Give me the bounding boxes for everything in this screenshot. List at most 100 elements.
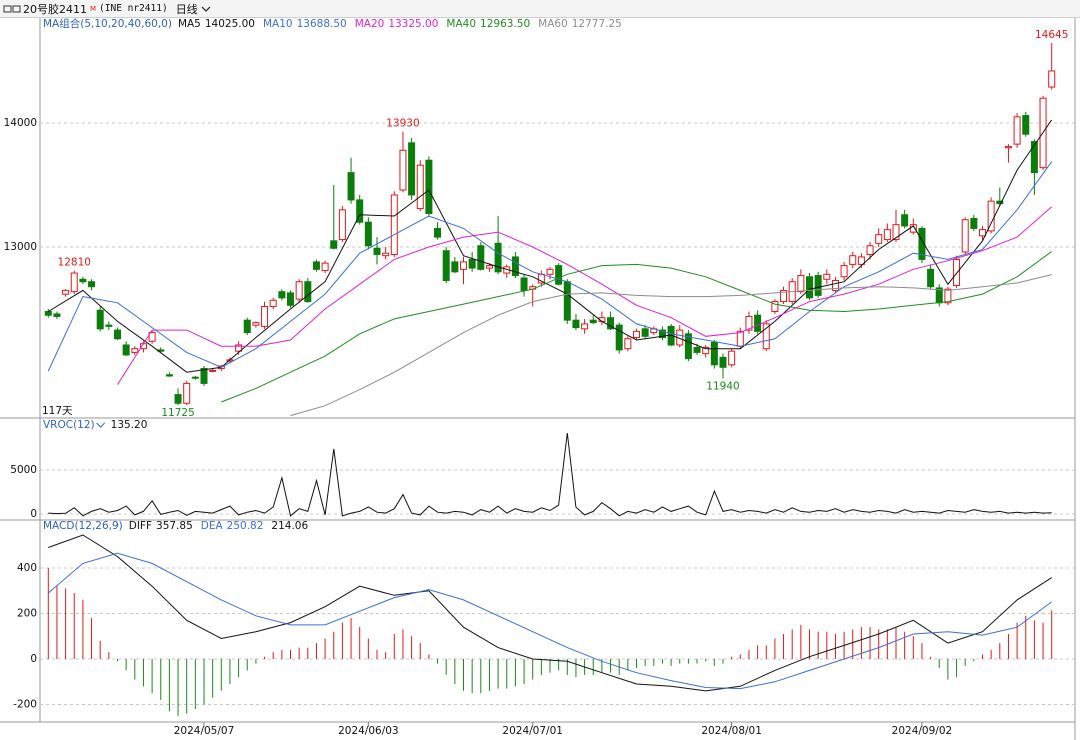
candle-body — [806, 276, 813, 299]
legend-value: 135.20 — [111, 419, 148, 431]
vroc-line — [48, 432, 1052, 517]
legend-name: DEA — [201, 520, 224, 532]
candle-body — [641, 328, 649, 337]
candle-body — [494, 242, 502, 273]
legend-name: MA10 — [263, 18, 293, 30]
contract-title: 20号胶2411 — [23, 2, 87, 16]
candle-body — [589, 319, 597, 324]
candle-body — [1022, 115, 1030, 135]
candle-body — [875, 234, 883, 244]
candle-body — [373, 247, 381, 255]
y-tick-label: -200 — [13, 699, 37, 711]
candle-body — [451, 261, 459, 273]
candle-body — [304, 281, 312, 303]
legend-value: 13325.00 — [388, 18, 438, 30]
y-tick-label: 13000 — [4, 241, 37, 253]
candle-body — [520, 277, 528, 291]
candle-body — [183, 382, 191, 404]
candle-body — [278, 291, 286, 299]
candle-body — [658, 329, 666, 339]
candle-body — [191, 376, 199, 379]
x-tick-label: 2024/06/03 — [338, 725, 399, 737]
price-annotation: 14645 — [1035, 29, 1068, 41]
candle-body — [174, 394, 182, 404]
y-tick-label: 0 — [30, 508, 37, 520]
price-annotation: 11940 — [706, 380, 739, 392]
legend-value: 12963.50 — [480, 18, 530, 30]
legend-name: MA20 — [355, 18, 385, 30]
candle-body — [546, 268, 554, 275]
candle-body — [918, 227, 926, 260]
candle-body — [857, 256, 865, 265]
candle-body — [468, 258, 476, 269]
candle-body — [563, 281, 571, 321]
candle-body — [814, 275, 822, 296]
candle-body — [728, 350, 736, 366]
badge: M — [90, 4, 97, 13]
candle-body — [736, 330, 744, 347]
candle-body — [1013, 116, 1021, 145]
candle-body — [122, 344, 130, 356]
ma-line — [48, 119, 1053, 373]
macd-line — [47, 552, 1052, 690]
dropdown-icon[interactable] — [201, 4, 211, 14]
candle-body — [866, 245, 874, 255]
x-tick-label: 2024/05/07 — [174, 725, 235, 737]
candle-body — [970, 217, 978, 229]
candle-body — [62, 289, 70, 295]
y-tick-label: 400 — [17, 562, 37, 574]
candle-body — [823, 273, 831, 280]
candle-body — [572, 319, 580, 329]
candle-body — [607, 317, 615, 330]
period-selector[interactable]: 日线 — [175, 2, 198, 16]
candle-body — [754, 314, 762, 332]
candle-body — [477, 245, 485, 270]
candle-body — [269, 299, 277, 308]
candle-body — [312, 261, 320, 270]
candle-body — [797, 275, 805, 293]
candle-body — [961, 219, 969, 253]
legend-name: MA40 — [446, 18, 476, 30]
candle-body — [581, 323, 589, 330]
legend-name: MA60 — [538, 18, 568, 30]
candle-body — [840, 265, 848, 278]
candle-body — [338, 209, 346, 241]
dropdown-icon — [96, 422, 105, 428]
candle-body — [131, 348, 139, 353]
candle-body — [442, 250, 450, 281]
x-tick-label: 2024/08/01 — [701, 725, 762, 737]
candle-body — [944, 288, 952, 304]
price-annotation: 11725 — [161, 407, 194, 419]
candle-body — [416, 164, 424, 210]
legend-name: DIFF — [129, 520, 152, 532]
ma-line — [290, 274, 1052, 417]
bar-count: 117天 — [42, 405, 73, 417]
y-tick-label: 0 — [30, 653, 37, 665]
candle-body — [849, 255, 857, 265]
candle-body — [719, 356, 727, 368]
candle-body — [1030, 141, 1038, 174]
candle-body — [235, 344, 243, 352]
candle-body — [390, 194, 398, 255]
candle-body — [555, 265, 563, 285]
candle-body — [243, 319, 251, 334]
candle-body — [485, 265, 493, 269]
candle-body — [105, 324, 113, 327]
candle-body — [408, 142, 416, 196]
candle-body — [148, 332, 156, 342]
candle-body — [745, 315, 753, 331]
candle-body — [615, 324, 623, 351]
ma-line — [117, 206, 1053, 385]
legend-name: MA5 — [178, 18, 201, 30]
candle-body — [96, 309, 104, 330]
x-tick-label: 2024/09/02 — [892, 725, 953, 737]
ma-line — [221, 251, 1052, 403]
toolbar: 20号胶2411 M (INE nr2411) 日线 — [0, 0, 1080, 18]
contract-code: (INE nr2411) — [99, 3, 168, 14]
candle-body — [710, 341, 718, 366]
candle-body — [901, 214, 909, 227]
candle-body — [702, 346, 710, 355]
legend-value: 14025.00 — [205, 18, 255, 30]
candle-body — [382, 252, 390, 257]
